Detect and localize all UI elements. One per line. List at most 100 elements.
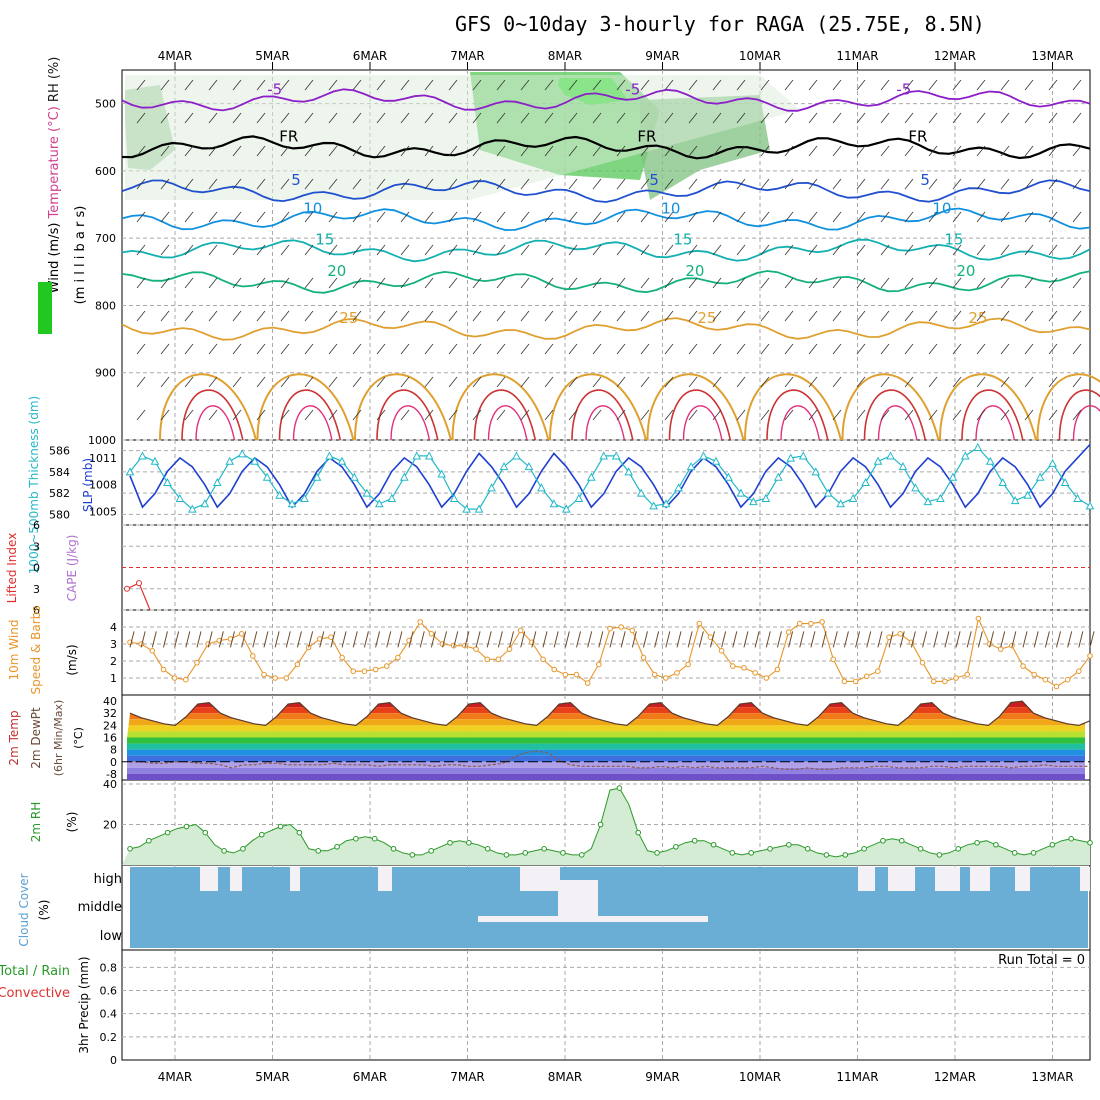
upper-wind-barb [976, 211, 986, 223]
wind-unit: (m/s) [65, 644, 79, 675]
upper-wind-barb [424, 211, 434, 223]
upper-wind-barb [448, 409, 458, 421]
upper-wind-barb [976, 343, 986, 355]
rh-marker [1030, 850, 1037, 856]
thickness-marker [437, 469, 447, 478]
upper-wind-barb [880, 409, 890, 421]
wind-speed-marker [897, 631, 904, 637]
upper-wind-barb [352, 310, 362, 322]
wind-speed-marker [573, 671, 580, 678]
thickness-marker [661, 499, 671, 508]
wind-barb [129, 631, 135, 648]
pressure-tick-label: 800 [95, 299, 116, 312]
pressure-tick-label: 700 [95, 232, 116, 245]
upper-wind-barb [664, 409, 674, 421]
thickness-marker [736, 488, 746, 497]
wind-speed-marker [1064, 676, 1071, 683]
temp-band [127, 737, 1085, 744]
wind-barb [174, 631, 180, 648]
wind-speed-marker [1042, 676, 1049, 683]
thickness-marker [886, 451, 895, 460]
upper-wind-barb [520, 277, 530, 289]
upper-wind-barb [208, 343, 218, 355]
upper-wind-barb [400, 409, 410, 421]
wind-barb [821, 631, 827, 648]
upper-wind-barb [376, 310, 386, 322]
rh-marker [315, 848, 322, 854]
upper-wind-barb [400, 178, 410, 190]
upper-wind-barb [304, 409, 314, 421]
upper-wind-barb [712, 343, 722, 355]
wind-barb [977, 631, 983, 648]
upper-wind-barb [448, 343, 458, 355]
wind-speed-marker [942, 678, 948, 685]
upper-wind-barb [952, 277, 962, 289]
temp-band [127, 767, 1085, 774]
wind-barb [989, 631, 995, 648]
wind-barb [910, 631, 916, 648]
upper-wind-barb [784, 277, 794, 289]
upper-wind-barb [904, 277, 914, 289]
upper-wind-barb [424, 112, 434, 124]
thickness-marker [250, 456, 260, 465]
cloud-level-label: low [100, 929, 123, 944]
date-label-bottom: 9MAR [645, 1070, 680, 1084]
wind-barb [520, 631, 526, 648]
upper-wind-barb [184, 376, 194, 388]
upper-wind-barb [640, 79, 650, 91]
upper-wind-barb [376, 145, 386, 157]
thickness-marker [599, 451, 609, 460]
upper-wind-barb [712, 244, 722, 256]
upper-wind-barb [856, 343, 866, 355]
precip-tick-label: 0.4 [100, 1008, 118, 1021]
upper-wind-barb [616, 277, 626, 289]
isotherm-loop [939, 373, 1037, 441]
rh-marker [880, 837, 886, 844]
upper-wind-barb [160, 112, 170, 124]
rh-marker [334, 843, 340, 850]
thickness-marker [923, 497, 933, 506]
wind-tick-label: 1 [110, 672, 117, 685]
upper-air-ylabel: Wind (m/s) Temperature (°C) RH (%) [47, 57, 62, 294]
wind-barb [609, 631, 615, 648]
wind-ylabel: 10m Wind [7, 620, 21, 681]
upper-wind-barb [352, 112, 362, 124]
pressure-axis-unit: (m i l l i b a r s) [73, 206, 88, 305]
wind-speed-marker [1087, 653, 1093, 659]
thickness-ylabel: 1000~500mb Thickness (dm) [27, 396, 41, 574]
thickness-marker [586, 472, 596, 481]
upper-wind-barb [136, 79, 146, 91]
upper-wind-barb [448, 376, 458, 388]
wind-speed-marker [674, 670, 680, 676]
isotherm-loop [961, 389, 1024, 441]
thickness-marker [674, 483, 683, 492]
temp-tick-label: 32 [103, 707, 117, 720]
temp-band [127, 755, 1085, 762]
wind-speed-marker [1020, 663, 1026, 669]
upper-wind-barb [136, 343, 146, 355]
cloud-level-label: middle [78, 900, 122, 915]
temp-tick-label: 8 [110, 744, 117, 757]
upper-wind-barb [1024, 178, 1034, 190]
thickness-marker [1023, 490, 1032, 499]
upper-wind-barb [592, 244, 602, 256]
wind-barb [654, 631, 660, 648]
precip-tick-label: 0 [110, 1054, 117, 1067]
upper-wind-barb [328, 211, 338, 223]
rh-marker [221, 848, 227, 854]
upper-wind-barb [808, 211, 818, 223]
date-label-bottom: 12MAR [934, 1070, 976, 1084]
wind-speed-marker [383, 663, 390, 669]
upper-wind-barb [328, 343, 338, 355]
isotherm-loop [744, 373, 842, 441]
wind-speed-marker [149, 648, 156, 654]
temp-band [127, 695, 1085, 701]
rh-line [129, 787, 1091, 858]
upper-wind-barb [1048, 343, 1058, 355]
upper-wind-barb [280, 79, 290, 91]
wind-speed-marker [328, 634, 334, 641]
thickness-marker [948, 472, 958, 481]
wind-barb [542, 631, 548, 648]
temp-unit: (°C) [72, 727, 85, 749]
slp-tick-label: 1005 [89, 506, 117, 519]
